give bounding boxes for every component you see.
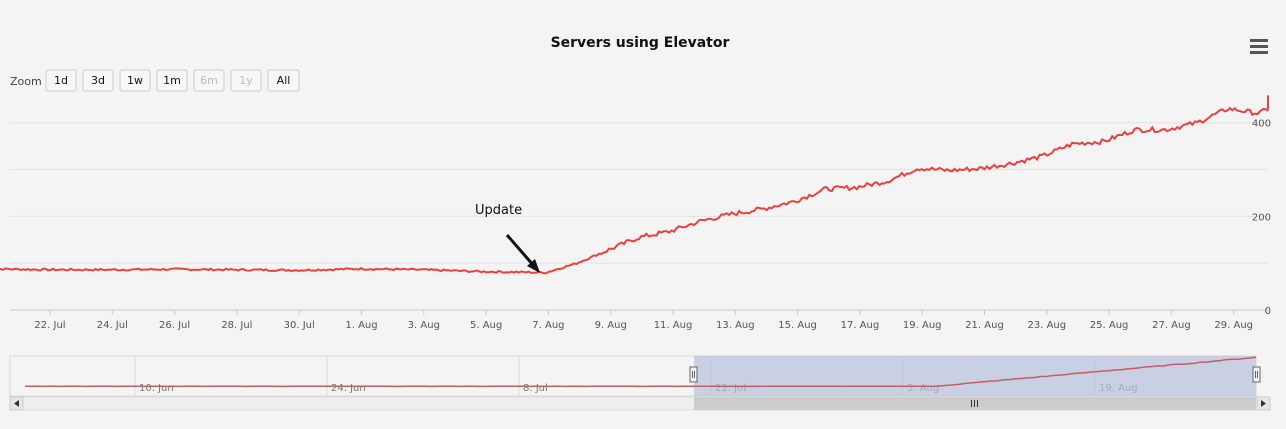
x-tick-label: 13. Aug — [716, 320, 755, 331]
x-tick-label: 5. Aug — [470, 320, 502, 331]
zoom-button-label: All — [277, 74, 291, 87]
zoom-buttons: 1d 3d 1w 1m 6m 1y All — [45, 69, 300, 92]
zoom-button-label: 1d — [54, 74, 68, 87]
zoom-button-label: 6m — [200, 74, 218, 87]
zoom-button-label: 1y — [239, 74, 253, 87]
navigator-handle-right[interactable] — [1252, 366, 1261, 383]
x-tick-label: 28. Jul — [221, 320, 252, 331]
navigator-label: 24. Jun — [331, 383, 366, 394]
x-tick-label: 17. Aug — [841, 320, 880, 331]
zoom-button-label: 3d — [91, 74, 105, 87]
zoom-button-1w[interactable]: 1w — [119, 69, 151, 92]
annotation-arrowhead-icon — [527, 259, 540, 273]
series-line — [0, 95, 1269, 275]
zoom-button-1d[interactable]: 1d — [45, 69, 77, 92]
x-tick-label: 25. Aug — [1090, 320, 1129, 331]
x-tick-label: 23. Aug — [1027, 320, 1066, 331]
zoom-button-1y: 1y — [230, 69, 262, 92]
grid — [10, 122, 1268, 311]
x-tick-label: 29. Aug — [1214, 320, 1253, 331]
y-tick-label: 400 — [1252, 119, 1271, 130]
x-tick-label: 24. Jul — [97, 320, 128, 331]
x-tick-label: 3. Aug — [408, 320, 440, 331]
navigator-label: 10. Jun — [139, 383, 174, 394]
x-tick-label: 15. Aug — [778, 320, 817, 331]
grip-icon — [971, 400, 978, 407]
zoom-button-label: 1w — [127, 74, 143, 87]
x-tick-label: 26. Jul — [159, 320, 190, 331]
y-tick-label: 200 — [1252, 212, 1271, 223]
y-tick-label: 0 — [1265, 306, 1271, 317]
chart-title: Servers using Elevator — [551, 35, 730, 51]
x-axis: 22. Jul 24. Jul 26. Jul 28. Jul 30. Jul 1. Au… — [34, 310, 1253, 331]
annotation: Update — [475, 203, 540, 273]
hamburger-menu-icon[interactable] — [1250, 39, 1268, 54]
x-tick-label: 19. Aug — [903, 320, 942, 331]
zoom-button-3d[interactable]: 3d — [82, 69, 114, 92]
zoom-button-1m[interactable]: 1m — [156, 69, 188, 92]
navigator-series-line — [25, 356, 1257, 388]
scroll-right-icon[interactable] — [1256, 396, 1271, 411]
x-tick-label: 27. Aug — [1152, 320, 1191, 331]
x-tick-label: 22. Jul — [34, 320, 65, 331]
zoom-button-6m: 6m — [193, 69, 225, 92]
scrollbar[interactable] — [9, 396, 1271, 411]
x-tick-label: 9. Aug — [595, 320, 627, 331]
x-tick-label: 11. Aug — [654, 320, 693, 331]
annotation-text: Update — [475, 203, 522, 218]
annotation-arrow-icon — [505, 234, 536, 267]
navigator-selection[interactable] — [694, 356, 1256, 396]
navigator-handle-left[interactable] — [689, 366, 698, 383]
zoom-button-label: 1m — [163, 74, 181, 87]
zoom-label: Zoom — [10, 75, 42, 88]
zoom-button-all[interactable]: All — [267, 69, 300, 92]
x-tick-label: 7. Aug — [532, 320, 564, 331]
x-tick-label: 21. Aug — [965, 320, 1004, 331]
x-tick-label: 30. Jul — [284, 320, 315, 331]
scroll-left-icon[interactable] — [9, 396, 24, 411]
y-axis: 0 200 400 — [1252, 119, 1271, 317]
x-tick-label: 1. Aug — [345, 320, 377, 331]
navigator-label: 8. Jul — [523, 383, 548, 394]
